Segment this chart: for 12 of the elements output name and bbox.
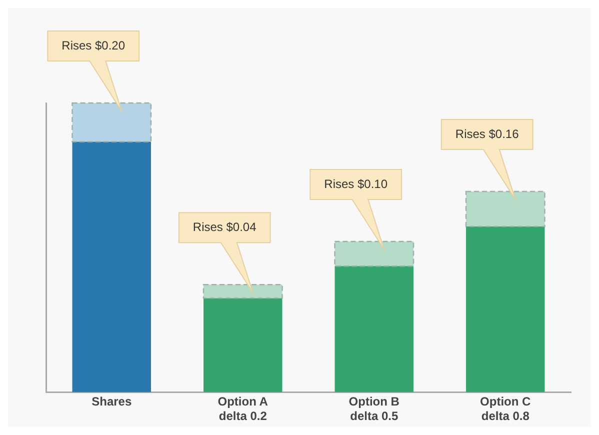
x-tick-label: Shares [92, 394, 132, 409]
annotation: Rises $0.10 [324, 176, 388, 191]
x-tick-label: Option A delta 0.2 [218, 394, 268, 424]
bar [334, 266, 414, 392]
annotation: Rises $0.16 [455, 126, 520, 141]
x-tick-label: Option C delta 0.8 [480, 394, 532, 424]
bar [72, 142, 151, 392]
bar [204, 298, 282, 392]
text: Rises $0.20 [62, 38, 126, 52]
x-tick-label: Option B delta 0.5 [348, 394, 400, 424]
bar [466, 226, 545, 392]
annotation: Rises $0.04 [192, 220, 257, 234]
